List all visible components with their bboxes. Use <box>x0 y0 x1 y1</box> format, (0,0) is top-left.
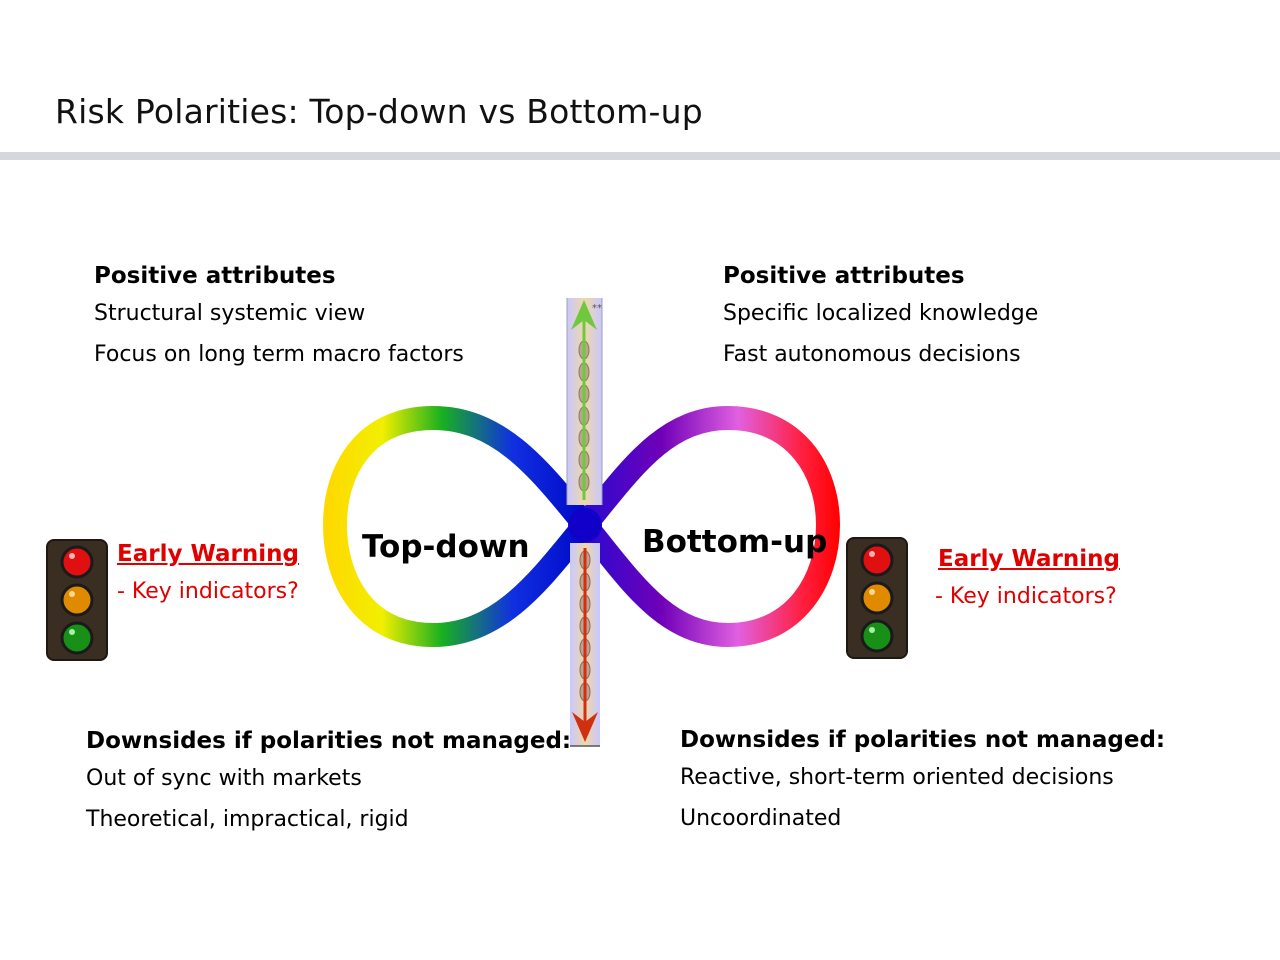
right-positive-item: Specific localized knowledge <box>723 301 1039 326</box>
left-downside-item: Out of sync with markets <box>86 766 362 791</box>
bottom-up-loop <box>573 406 840 647</box>
arrow-marker: ** <box>592 303 602 314</box>
left-early-warning: Early Warning - Key indicators? <box>117 540 299 606</box>
left-downsides-heading: Downsides if polarities not managed: <box>86 728 572 754</box>
left-positive-attributes: Positive attributes Structural systemic … <box>94 262 464 382</box>
right-downside-item: Reactive, short-term oriented decisions <box>680 765 1114 790</box>
page-title: Risk Polarities: Top-down vs Bottom-up <box>55 92 703 131</box>
left-warning-heading: Early Warning <box>117 541 299 567</box>
down-arrow-icon <box>572 548 598 742</box>
right-downside-item: Uncoordinated <box>680 806 842 831</box>
bottom-up-label: Bottom-up <box>642 524 828 560</box>
left-positive-heading: Positive attributes <box>94 263 336 289</box>
title-divider <box>0 152 1280 160</box>
traffic-light-icon <box>46 539 108 661</box>
right-warning-heading: Early Warning <box>938 546 1120 572</box>
up-arrow-icon <box>571 300 597 500</box>
top-down-label: Top-down <box>362 529 530 565</box>
right-downsides: Downsides if polarities not managed: Rea… <box>680 726 1165 846</box>
right-positive-heading: Positive attributes <box>723 263 965 289</box>
infinity-loop-icon <box>323 406 840 647</box>
top-down-loop <box>323 406 597 647</box>
right-warning-text: - Key indicators? <box>935 584 1117 609</box>
left-downside-item: Theoretical, impractical, rigid <box>86 807 409 832</box>
loop-crossing <box>568 508 602 542</box>
vertical-arrow: ** <box>566 298 603 747</box>
left-downsides: Downsides if polarities not managed: Out… <box>86 727 571 847</box>
right-downsides-heading: Downsides if polarities not managed: <box>680 727 1166 753</box>
right-early-warning: Early Warning - Key indicators? <box>935 545 1120 611</box>
traffic-light-icon <box>846 537 908 659</box>
right-positive-attributes: Positive attributes Specific localized k… <box>723 262 1038 382</box>
left-positive-item: Focus on long term macro factors <box>94 342 464 367</box>
right-positive-item: Fast autonomous decisions <box>723 342 1021 367</box>
left-positive-item: Structural systemic view <box>94 301 366 326</box>
left-warning-text: - Key indicators? <box>117 579 299 604</box>
